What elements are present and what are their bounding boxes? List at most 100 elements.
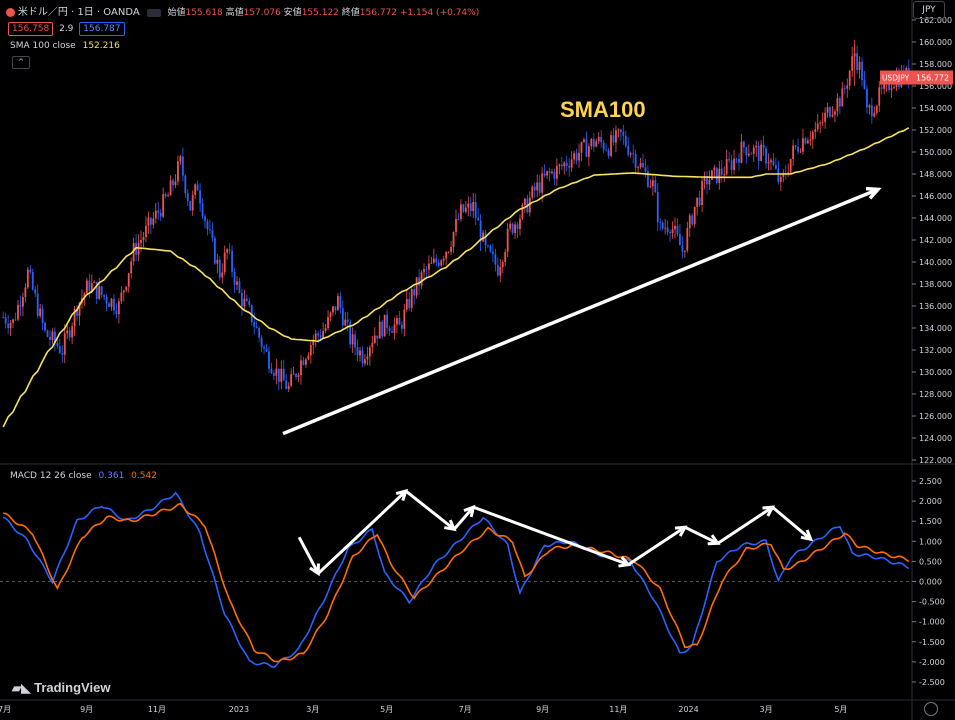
candle-body bbox=[482, 232, 484, 242]
candle-body bbox=[711, 170, 713, 180]
candle-body bbox=[132, 242, 135, 262]
candle-body bbox=[440, 260, 443, 266]
candle-body bbox=[826, 107, 829, 113]
trade-widget: 156.758 2.9 156.787 bbox=[8, 22, 125, 36]
candle-body bbox=[585, 139, 588, 157]
candle-body bbox=[223, 252, 226, 273]
candle-body bbox=[445, 251, 448, 259]
candle-body bbox=[836, 98, 839, 112]
candle-body bbox=[7, 323, 10, 329]
candle-body bbox=[211, 230, 214, 238]
price-tick-label: 150.000 bbox=[919, 148, 952, 157]
candle-body bbox=[275, 368, 278, 376]
candle-body bbox=[423, 268, 425, 273]
candle-body bbox=[730, 160, 733, 170]
candle-body bbox=[140, 240, 142, 244]
candle-body bbox=[147, 217, 150, 226]
buy-button[interactable]: 156.787 bbox=[79, 22, 125, 36]
candle-body bbox=[238, 281, 241, 293]
macd-legend-value: 0.361 bbox=[98, 471, 125, 481]
candle-body bbox=[228, 249, 231, 251]
candle-body bbox=[792, 145, 795, 159]
candle-body bbox=[664, 227, 667, 229]
candle-body bbox=[213, 237, 216, 264]
sma-legend[interactable]: SMA 100 close 152.216 bbox=[10, 41, 120, 51]
candle-body bbox=[435, 258, 438, 263]
tradingview-logo: ▰◣ TradingView bbox=[12, 680, 111, 695]
candle-body bbox=[88, 280, 91, 291]
candle-body bbox=[361, 350, 364, 364]
candle-body bbox=[629, 153, 632, 155]
time-axis-label: 7月 bbox=[0, 705, 11, 714]
candle-body bbox=[364, 359, 366, 364]
price-tick-label: 136.000 bbox=[919, 302, 952, 311]
candle-body bbox=[270, 368, 273, 374]
candle-body bbox=[622, 132, 625, 136]
candle-body bbox=[61, 352, 64, 355]
candle-body bbox=[464, 207, 467, 212]
candle-body bbox=[243, 298, 246, 307]
candle-body bbox=[159, 212, 162, 217]
candle-body bbox=[312, 339, 315, 346]
candle-body bbox=[619, 129, 622, 133]
time-axis-label: 2024 bbox=[678, 705, 698, 714]
candle-body bbox=[177, 161, 179, 182]
candle-body bbox=[499, 267, 502, 276]
macd-legend[interactable]: MACD 12 26 close 0.361 0.542 bbox=[10, 471, 157, 481]
candle-body bbox=[17, 304, 19, 320]
candle-body bbox=[866, 88, 868, 108]
candle-body bbox=[98, 286, 101, 299]
macd-zigzag-segment bbox=[404, 489, 456, 531]
candle-body bbox=[824, 112, 827, 122]
candle-body bbox=[100, 286, 103, 296]
candle-body bbox=[194, 184, 197, 195]
candle-body bbox=[314, 333, 317, 340]
candle-body bbox=[770, 160, 772, 163]
candle-body bbox=[715, 167, 718, 183]
candle-body bbox=[226, 249, 229, 253]
candle-body bbox=[349, 322, 352, 345]
settings-gear-icon[interactable] bbox=[924, 702, 938, 716]
candle-body bbox=[893, 87, 895, 89]
candle-body bbox=[302, 360, 305, 365]
candle-body bbox=[467, 203, 470, 208]
candle-body bbox=[708, 179, 711, 185]
sell-button[interactable]: 156.758 bbox=[8, 22, 54, 36]
candle-body bbox=[617, 129, 620, 131]
candle-body bbox=[34, 289, 37, 294]
chevron-up-icon[interactable]: ^ bbox=[12, 56, 30, 69]
candle-body bbox=[838, 98, 841, 107]
candle-body bbox=[46, 330, 49, 337]
candle-body bbox=[174, 181, 177, 185]
candle-body bbox=[639, 162, 642, 168]
ohlc-open: 始値155.618 bbox=[167, 8, 223, 18]
candle-body bbox=[103, 295, 106, 297]
candle-body bbox=[339, 296, 342, 309]
candle-body bbox=[376, 335, 379, 339]
candle-body bbox=[437, 262, 440, 266]
candle-body bbox=[634, 153, 637, 168]
candle-body bbox=[568, 166, 571, 168]
candle-body bbox=[432, 258, 435, 263]
candle-body bbox=[2, 317, 5, 318]
candle-body bbox=[19, 304, 22, 307]
candle-body bbox=[651, 180, 654, 187]
price-tick-label: 138.000 bbox=[919, 280, 952, 289]
macd-zigzag-segment bbox=[297, 536, 320, 575]
currency-button[interactable]: JPY bbox=[913, 1, 945, 19]
macd-tick-label: 2.500 bbox=[919, 477, 942, 486]
candle-body bbox=[583, 139, 585, 142]
candle-body bbox=[654, 180, 657, 193]
candle-body bbox=[49, 336, 51, 340]
symbol-title[interactable]: 米ドル／円 · 1日 · OANDA bbox=[17, 7, 140, 18]
candle-body bbox=[381, 321, 384, 337]
candle-body bbox=[71, 326, 74, 338]
candle-body bbox=[428, 263, 430, 270]
macd-line bbox=[2, 491, 910, 669]
candle-body bbox=[172, 180, 174, 185]
candle-body bbox=[851, 56, 854, 71]
candle-body bbox=[777, 168, 780, 182]
price-tick-label: 142.000 bbox=[919, 236, 952, 245]
candle-body bbox=[516, 224, 519, 229]
